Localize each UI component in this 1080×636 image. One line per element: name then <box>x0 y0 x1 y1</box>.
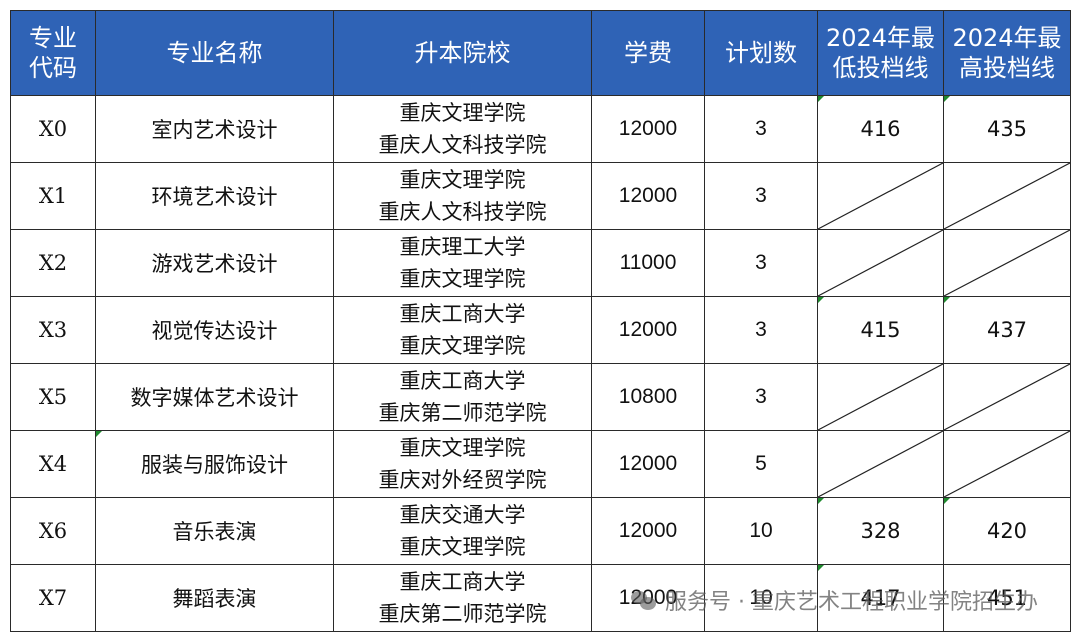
cell-plan: 3 <box>704 162 818 230</box>
cell-fee: 12000 <box>591 95 705 163</box>
cell-plan: 3 <box>704 95 818 163</box>
cell-max-score-empty <box>943 229 1071 297</box>
cell-code: X6 <box>10 497 96 565</box>
cell-major: 音乐表演 <box>95 497 334 565</box>
cell-school: 重庆文理学院 重庆人文科技学院 <box>333 95 592 163</box>
cell-code: X3 <box>10 296 96 364</box>
cell-school: 重庆文理学院 重庆人文科技学院 <box>333 162 592 230</box>
cell-corner-marker <box>818 498 824 504</box>
cell-min-score: 417 <box>817 564 944 632</box>
cell-corner-marker <box>818 565 824 571</box>
cell-max-score: 451 <box>943 564 1071 632</box>
cell-min-score-empty <box>817 363 944 431</box>
school-secondary: 重庆人文科技学院 <box>378 200 547 224</box>
cell-code: X0 <box>10 95 96 163</box>
cell-major: 室内艺术设计 <box>95 95 334 163</box>
cell-plan: 3 <box>704 363 818 431</box>
cell-major: 游戏艺术设计 <box>95 229 334 297</box>
cell-school: 重庆理工大学 重庆文理学院 <box>333 229 592 297</box>
cell-max-score-empty <box>943 363 1071 431</box>
header-min-score: 2024年最 低投档线 <box>817 10 944 96</box>
school-secondary: 重庆第二师范学院 <box>378 401 547 425</box>
table-row: X3 视觉传达设计 重庆工商大学 重庆文理学院 12000 3 415 437 <box>10 296 1071 364</box>
cell-fee: 10800 <box>591 363 705 431</box>
school-primary: 重庆工商大学 <box>399 302 526 326</box>
school-secondary: 重庆对外经贸学院 <box>378 468 547 492</box>
cell-major: 环境艺术设计 <box>95 162 334 230</box>
cell-code: X2 <box>10 229 96 297</box>
cell-min-score-empty <box>817 430 944 498</box>
school-primary: 重庆工商大学 <box>399 369 526 393</box>
header-code: 专业 代码 <box>10 10 96 96</box>
table-row: X0 室内艺术设计 重庆文理学院 重庆人文科技学院 12000 3 416 435 <box>10 95 1071 163</box>
cell-plan: 3 <box>704 296 818 364</box>
admission-table: 专业 代码 专业名称 升本院校 学费 计划数 2024年最 低投档线 2024年… <box>10 10 1071 632</box>
cell-code: X1 <box>10 162 96 230</box>
school-secondary: 重庆文理学院 <box>399 535 526 559</box>
school-primary: 重庆理工大学 <box>399 235 526 259</box>
cell-corner-marker <box>944 96 950 102</box>
cell-min-score-empty <box>817 229 944 297</box>
school-secondary: 重庆文理学院 <box>399 334 526 358</box>
cell-major: 视觉传达设计 <box>95 296 334 364</box>
header-max-score: 2024年最 高投档线 <box>943 10 1071 96</box>
cell-min-score: 416 <box>817 95 944 163</box>
table-row: X5 数字媒体艺术设计 重庆工商大学 重庆第二师范学院 10800 3 <box>10 363 1071 431</box>
cell-min-score: 328 <box>817 497 944 565</box>
cell-major: 服装与服饰设计 <box>95 430 334 498</box>
header-fee: 学费 <box>591 10 705 96</box>
cell-min-score: 415 <box>817 296 944 364</box>
cell-school: 重庆工商大学 重庆第二师范学院 <box>333 363 592 431</box>
school-primary: 重庆交通大学 <box>399 503 526 527</box>
cell-max-score: 437 <box>943 296 1071 364</box>
cell-plan: 3 <box>704 229 818 297</box>
table-row: X1 环境艺术设计 重庆文理学院 重庆人文科技学院 12000 3 <box>10 162 1071 230</box>
cell-school: 重庆文理学院 重庆对外经贸学院 <box>333 430 592 498</box>
school-primary: 重庆工商大学 <box>399 570 526 594</box>
cell-fee: 12000 <box>591 162 705 230</box>
cell-corner-marker <box>818 297 824 303</box>
cell-corner-marker <box>944 297 950 303</box>
school-primary: 重庆文理学院 <box>399 436 526 460</box>
cell-major: 舞蹈表演 <box>95 564 334 632</box>
school-secondary: 重庆人文科技学院 <box>378 133 547 157</box>
cell-school: 重庆工商大学 重庆文理学院 <box>333 296 592 364</box>
cell-fee: 12000 <box>591 564 705 632</box>
table-row: X2 游戏艺术设计 重庆理工大学 重庆文理学院 11000 3 <box>10 229 1071 297</box>
table-body: X0 室内艺术设计 重庆文理学院 重庆人文科技学院 12000 3 416 435 X1 环境艺术… <box>10 95 1071 632</box>
cell-code: X7 <box>10 564 96 632</box>
cell-max-score: 435 <box>943 95 1071 163</box>
school-secondary: 重庆第二师范学院 <box>378 602 547 626</box>
cell-school: 重庆交通大学 重庆文理学院 <box>333 497 592 565</box>
header-school: 升本院校 <box>333 10 592 96</box>
cell-fee: 12000 <box>591 497 705 565</box>
cell-min-score-empty <box>817 162 944 230</box>
school-primary: 重庆文理学院 <box>399 101 526 125</box>
table-row: X6 音乐表演 重庆交通大学 重庆文理学院 12000 10 328 420 <box>10 497 1071 565</box>
cell-plan: 5 <box>704 430 818 498</box>
school-primary: 重庆文理学院 <box>399 168 526 192</box>
cell-max-score-empty <box>943 162 1071 230</box>
table-row: X4 服装与服饰设计 重庆文理学院 重庆对外经贸学院 12000 5 <box>10 430 1071 498</box>
admission-table-container: 专业 代码 专业名称 升本院校 学费 计划数 2024年最 低投档线 2024年… <box>10 10 1071 632</box>
header-plan: 计划数 <box>704 10 818 96</box>
cell-corner-marker <box>96 431 102 437</box>
cell-plan: 10 <box>704 564 818 632</box>
cell-code: X5 <box>10 363 96 431</box>
school-secondary: 重庆文理学院 <box>399 267 526 291</box>
cell-fee: 12000 <box>591 296 705 364</box>
table-row: X7 舞蹈表演 重庆工商大学 重庆第二师范学院 12000 10 417 451 <box>10 564 1071 632</box>
cell-school: 重庆工商大学 重庆第二师范学院 <box>333 564 592 632</box>
cell-corner-marker <box>944 498 950 504</box>
header-major: 专业名称 <box>95 10 334 96</box>
cell-max-score-empty <box>943 430 1071 498</box>
cell-max-score: 420 <box>943 497 1071 565</box>
header-row: 专业 代码 专业名称 升本院校 学费 计划数 2024年最 低投档线 2024年… <box>10 10 1071 96</box>
cell-major: 数字媒体艺术设计 <box>95 363 334 431</box>
cell-plan: 10 <box>704 497 818 565</box>
cell-fee: 12000 <box>591 430 705 498</box>
cell-code: X4 <box>10 430 96 498</box>
cell-corner-marker <box>818 96 824 102</box>
cell-fee: 11000 <box>591 229 705 297</box>
